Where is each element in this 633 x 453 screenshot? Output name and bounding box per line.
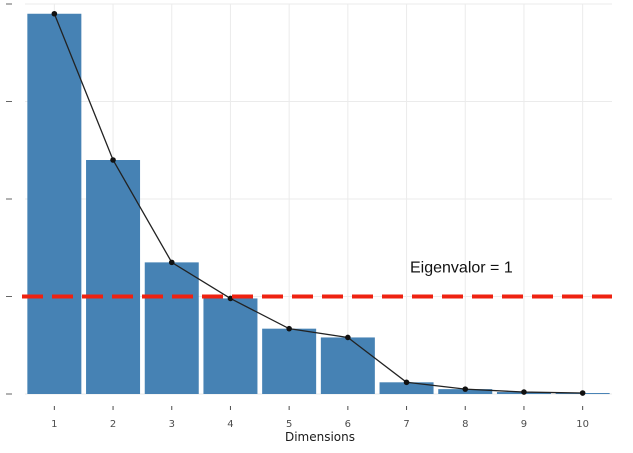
x-tick-label-2: 2: [110, 419, 116, 430]
bar-dim-7: [379, 382, 434, 394]
bar-dim-5: [262, 328, 317, 394]
eigenvalue-point-7: [403, 379, 410, 386]
bar-dim-3: [144, 262, 199, 394]
x-tick-label-3: 3: [169, 419, 175, 430]
bar-layer: [27, 13, 610, 394]
eigenvalue-point-9: [521, 389, 527, 395]
bar-dim-4: [203, 298, 258, 394]
reference-line-label: Eigenvalor = 1: [410, 260, 513, 277]
x-tick-label-10: 10: [576, 419, 589, 430]
line-layer: [51, 10, 586, 396]
x-tick-label-6: 6: [345, 419, 351, 430]
x-tick-label-7: 7: [403, 419, 409, 430]
axis-layer: 1 2 3 4 5 6 7 8 9 10: [6, 3, 589, 430]
eigenvalue-point-2: [110, 157, 116, 163]
bar-dim-2: [86, 160, 141, 394]
eigenvalue-point-5: [286, 325, 292, 332]
x-tick-label-4: 4: [227, 419, 233, 430]
x-axis-title: Dimensions: [285, 430, 355, 444]
eigenvalue-line: [53, 13, 583, 394]
bar-dim-6: [320, 337, 375, 394]
eigenvalue-point-3: [168, 259, 175, 266]
eigenvalue-point-1: [51, 10, 58, 17]
x-tick-label-1: 1: [51, 419, 57, 430]
eigenvalue-point-6: [345, 334, 351, 341]
bar-dim-1: [27, 13, 82, 394]
eigenvalue-point-4: [227, 295, 234, 302]
x-tick-label-8: 8: [462, 419, 468, 430]
reference-layer: Eigenvalor = 1: [22, 260, 612, 299]
x-tick-label-5: 5: [286, 419, 292, 430]
eigenvalue-point-8: [462, 386, 469, 392]
x-tick-label-9: 9: [521, 419, 527, 430]
eigenvalue-point-10: [579, 390, 586, 396]
